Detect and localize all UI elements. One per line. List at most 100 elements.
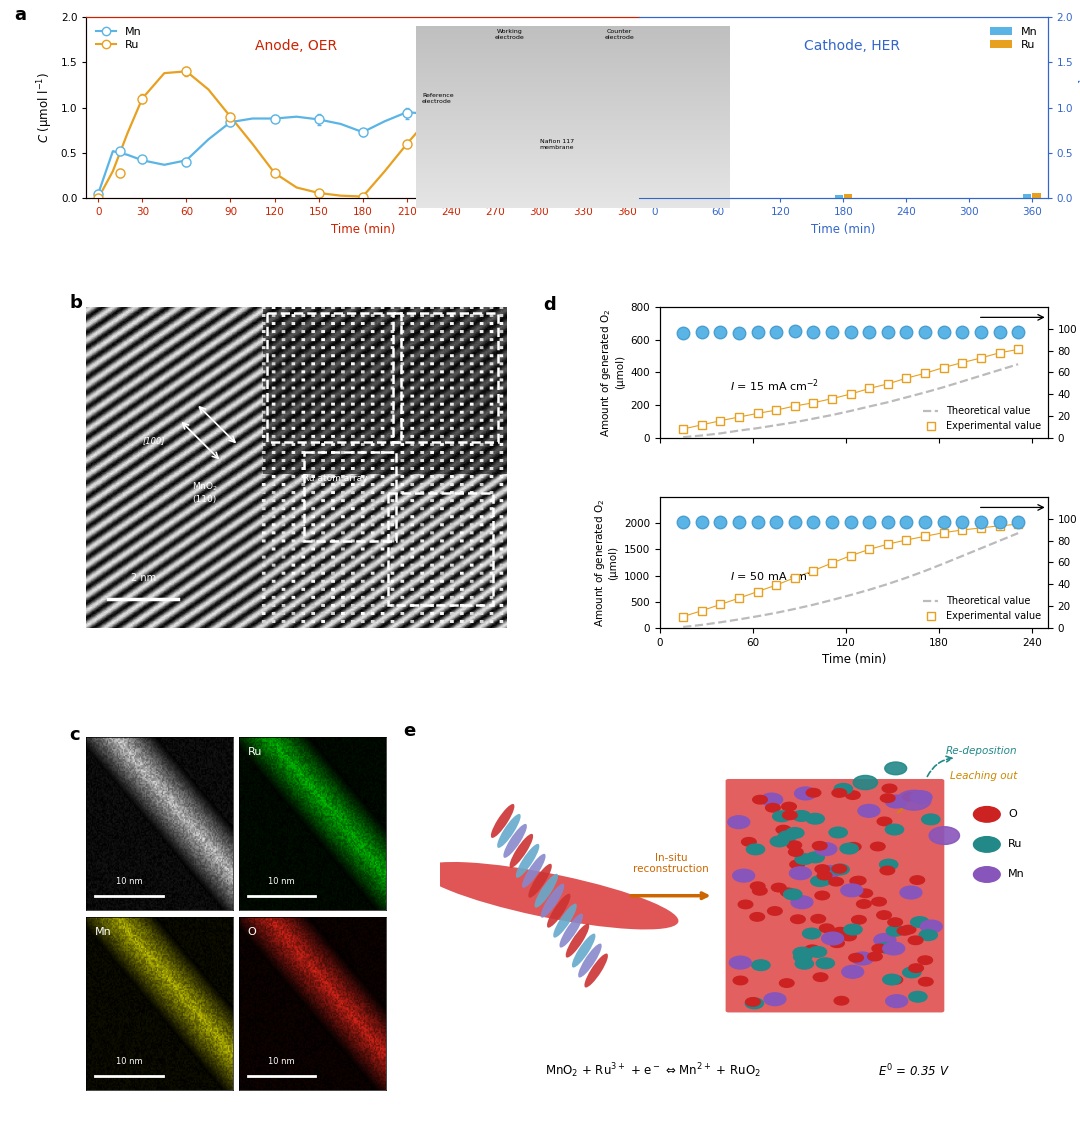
Circle shape xyxy=(811,876,829,887)
Circle shape xyxy=(788,847,804,856)
Circle shape xyxy=(764,992,786,1006)
Circle shape xyxy=(822,932,843,945)
Circle shape xyxy=(918,955,932,964)
Circle shape xyxy=(903,792,917,801)
Circle shape xyxy=(877,943,895,953)
Circle shape xyxy=(777,825,791,834)
FancyBboxPatch shape xyxy=(726,779,944,1013)
Experimental value xyxy=(677,609,690,623)
Text: Re-deposition: Re-deposition xyxy=(946,746,1017,756)
Ellipse shape xyxy=(541,883,565,917)
Text: Ru: Ru xyxy=(1008,840,1023,850)
Circle shape xyxy=(886,824,904,835)
Circle shape xyxy=(872,897,887,906)
Circle shape xyxy=(973,807,1000,822)
Theoretical value xyxy=(974,369,987,382)
Circle shape xyxy=(795,959,813,969)
Circle shape xyxy=(770,836,788,846)
Circle shape xyxy=(772,812,791,822)
Text: Leaching out: Leaching out xyxy=(949,771,1017,781)
Circle shape xyxy=(843,924,862,935)
Ellipse shape xyxy=(497,814,521,847)
Circle shape xyxy=(847,843,861,851)
Theoretical value xyxy=(770,418,783,432)
Circle shape xyxy=(808,946,826,958)
Circle shape xyxy=(852,916,866,924)
Circle shape xyxy=(829,939,845,948)
Experimental value xyxy=(714,598,727,611)
Text: MnO$_2$ + Ru$^{3+}$ + e$^-$ ⇔ Mn$^{2+}$ + RuO$_2$: MnO$_2$ + Ru$^{3+}$ + e$^-$ ⇔ Mn$^{2+}$ … xyxy=(544,1061,760,1080)
Theoretical value xyxy=(677,430,690,444)
Circle shape xyxy=(908,991,927,1003)
Ellipse shape xyxy=(535,873,558,908)
Circle shape xyxy=(908,936,922,944)
Theoretical value xyxy=(825,593,838,607)
Theoretical value xyxy=(770,606,783,619)
Theoretical value xyxy=(714,427,727,441)
Bar xyxy=(305,452,396,542)
Circle shape xyxy=(751,882,765,890)
Circle shape xyxy=(752,960,770,970)
Circle shape xyxy=(729,957,752,969)
Circle shape xyxy=(834,783,852,795)
Text: Ru atom array: Ru atom array xyxy=(302,474,367,483)
Circle shape xyxy=(784,889,801,899)
Circle shape xyxy=(828,878,843,886)
Experimental value xyxy=(919,529,932,543)
Text: b: b xyxy=(69,294,82,312)
Text: Counter
electrode: Counter electrode xyxy=(605,29,634,40)
Ellipse shape xyxy=(516,844,539,878)
Text: In-situ
reconstruction: In-situ reconstruction xyxy=(633,853,708,874)
Experimental value xyxy=(825,556,838,570)
Theoretical value xyxy=(845,588,858,601)
Theoretical value xyxy=(788,416,801,429)
Circle shape xyxy=(832,789,847,797)
X-axis label: Time (min): Time (min) xyxy=(811,223,876,236)
Theoretical value xyxy=(732,424,745,437)
Experimental value xyxy=(974,522,987,535)
Circle shape xyxy=(806,814,824,824)
Y-axis label: Amount of generated O$_2$
(μmol): Amount of generated O$_2$ (μmol) xyxy=(593,498,619,627)
Experimental value xyxy=(974,352,987,365)
Circle shape xyxy=(732,869,755,882)
Circle shape xyxy=(746,844,765,854)
Text: Working
electrode: Working electrode xyxy=(495,29,525,40)
Text: $I$ = 50 mA cm$^{-2}$: $I$ = 50 mA cm$^{-2}$ xyxy=(730,568,819,583)
Circle shape xyxy=(921,814,940,825)
Circle shape xyxy=(853,776,877,789)
Circle shape xyxy=(739,900,753,908)
Circle shape xyxy=(789,867,811,880)
Experimental value xyxy=(937,526,950,540)
Theoretical value xyxy=(956,374,969,388)
Circle shape xyxy=(920,921,942,933)
Text: $I$ = 15 mA cm$^{-2}$: $I$ = 15 mA cm$^{-2}$ xyxy=(730,378,819,393)
Circle shape xyxy=(887,925,905,936)
Experimental value xyxy=(788,399,801,413)
Circle shape xyxy=(901,925,916,934)
Ellipse shape xyxy=(491,804,514,837)
Experimental value xyxy=(863,543,876,556)
Theoretical value xyxy=(919,564,932,578)
Ellipse shape xyxy=(578,943,602,978)
Line: Theoretical value: Theoretical value xyxy=(684,533,1018,627)
Circle shape xyxy=(753,796,767,804)
Line: Experimental value: Experimental value xyxy=(679,346,1022,433)
Bar xyxy=(268,314,401,442)
Y-axis label: $C$ (µmol l$^{-1}$): $C$ (µmol l$^{-1}$) xyxy=(1079,72,1080,143)
Theoretical value xyxy=(807,598,820,611)
Ellipse shape xyxy=(566,924,590,958)
Theoretical value xyxy=(714,616,727,629)
Circle shape xyxy=(867,952,882,961)
Theoretical value xyxy=(881,396,894,409)
Circle shape xyxy=(900,886,922,899)
Circle shape xyxy=(733,977,747,985)
Experimental value xyxy=(937,361,950,374)
Circle shape xyxy=(820,924,834,933)
Circle shape xyxy=(789,860,805,869)
Circle shape xyxy=(811,915,825,923)
Ellipse shape xyxy=(572,934,595,968)
Theoretical value xyxy=(974,542,987,555)
Legend: Mn, Ru: Mn, Ru xyxy=(92,22,147,55)
Text: 10 nm: 10 nm xyxy=(116,877,143,886)
Experimental value xyxy=(956,356,969,370)
